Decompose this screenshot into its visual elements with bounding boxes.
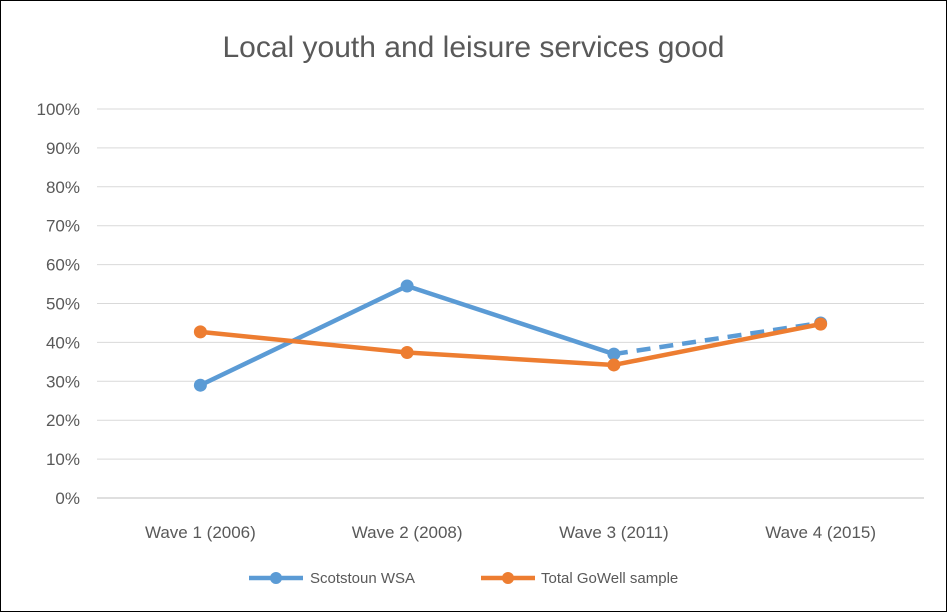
legend-label: Scotstoun WSA bbox=[310, 570, 415, 587]
y-tick-label: 10% bbox=[46, 450, 80, 469]
y-tick-label: 90% bbox=[46, 139, 80, 158]
chart-title: Local youth and leisure services good bbox=[222, 31, 725, 64]
data-point bbox=[400, 279, 414, 293]
y-tick-label: 0% bbox=[55, 489, 80, 508]
series-lines bbox=[198, 283, 823, 388]
data-point bbox=[193, 378, 207, 392]
gridlines bbox=[97, 108, 924, 499]
y-tick-label: 100% bbox=[37, 100, 80, 119]
data-point bbox=[607, 347, 621, 361]
x-tick-label: Wave 2 (2008) bbox=[352, 523, 463, 542]
data-point bbox=[814, 317, 828, 331]
y-tick-label: 80% bbox=[46, 178, 80, 197]
legend-swatch-marker bbox=[270, 572, 282, 584]
y-tick-label: 70% bbox=[46, 217, 80, 236]
y-tick-label: 20% bbox=[46, 411, 80, 430]
series-line-segment bbox=[611, 321, 823, 368]
series-line-segment bbox=[404, 350, 617, 368]
y-tick-label: 40% bbox=[46, 333, 80, 352]
series-line-segment bbox=[404, 283, 617, 357]
data-point bbox=[400, 346, 414, 360]
series-line-segment bbox=[613, 320, 821, 357]
legend: Scotstoun WSA Total GoWell sample bbox=[249, 570, 678, 587]
series-line-segment bbox=[198, 283, 410, 388]
y-axis-tick-labels: 0% 10% 20% 30% 40% 50% 60% 70% 80% 90% 100% bbox=[37, 100, 80, 508]
y-tick-label: 50% bbox=[46, 295, 80, 314]
legend-swatch-marker bbox=[502, 572, 514, 584]
x-tick-label: Wave 3 (2011) bbox=[559, 523, 669, 542]
y-tick-label: 30% bbox=[46, 372, 80, 391]
legend-label: Total GoWell sample bbox=[541, 570, 678, 587]
series-line-segment bbox=[198, 329, 410, 355]
data-point bbox=[607, 358, 621, 372]
x-axis-tick-labels: Wave 1 (2006) Wave 2 (2008) Wave 3 (2011) W… bbox=[145, 523, 876, 542]
series-points bbox=[193, 279, 828, 392]
x-tick-label: Wave 1 (2006) bbox=[145, 523, 256, 542]
x-tick-label: Wave 4 (2015) bbox=[765, 523, 876, 542]
y-tick-label: 60% bbox=[46, 256, 80, 275]
data-point bbox=[193, 325, 207, 339]
